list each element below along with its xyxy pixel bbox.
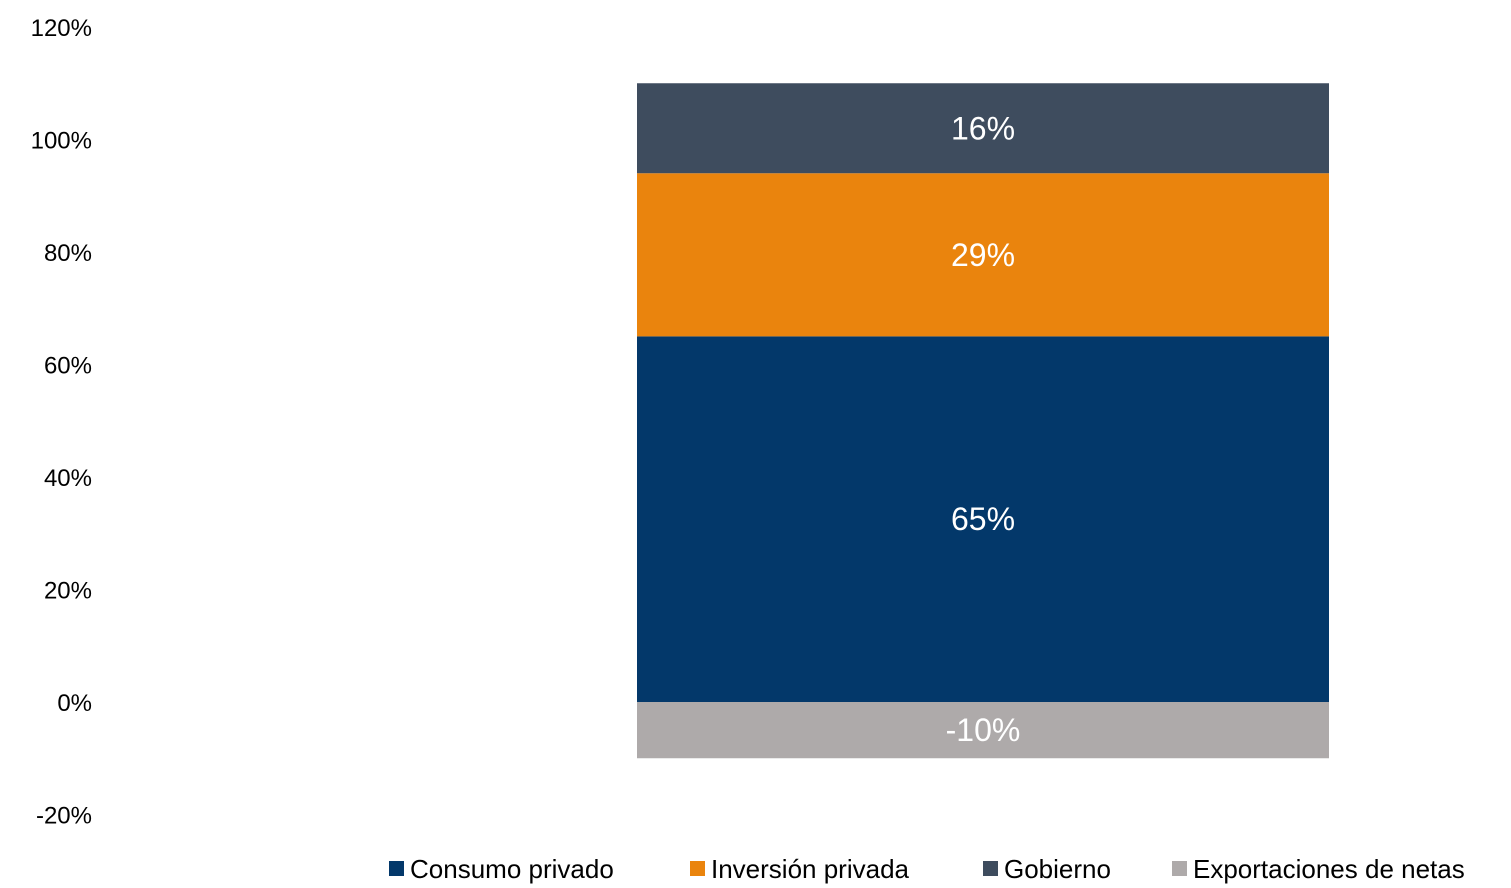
y-tick-label: 120% bbox=[31, 15, 92, 42]
y-tick-label: -20% bbox=[36, 803, 92, 830]
legend-swatch-gobierno bbox=[983, 861, 998, 876]
y-tick-label: 20% bbox=[44, 578, 92, 605]
legend-label-gobierno: Gobierno bbox=[1004, 854, 1111, 884]
legend-swatch-consumo-privado bbox=[389, 861, 404, 876]
y-tick-label: 80% bbox=[44, 240, 92, 267]
y-axis: -20% 0% 20% 40% 60% 80% 100% 120% bbox=[31, 15, 92, 830]
legend-swatch-exportaciones-de-netas bbox=[1172, 861, 1187, 876]
legend-label-consumo-privado: Consumo privado bbox=[410, 854, 614, 884]
data-label-exportaciones-de-netas: -10% bbox=[946, 712, 1021, 748]
y-tick-label: 60% bbox=[44, 353, 92, 380]
data-labels: 65% 29% 16% -10% bbox=[946, 110, 1021, 748]
data-label-gobierno: 16% bbox=[951, 110, 1015, 146]
y-tick-label: 100% bbox=[31, 128, 92, 155]
legend-swatch-inversion-privada bbox=[690, 861, 705, 876]
bar-segment-exportaciones-de-netas bbox=[637, 702, 1329, 759]
y-tick-label: 0% bbox=[57, 690, 92, 717]
bar-stack bbox=[637, 83, 1329, 759]
legend: Consumo privado Inversión privada Gobierno… bbox=[389, 854, 1465, 884]
data-label-consumo-privado: 65% bbox=[951, 501, 1015, 537]
bar-segment-inversion-privada bbox=[637, 173, 1329, 337]
legend-label-exportaciones-de-netas: Exportaciones de netas bbox=[1193, 854, 1465, 884]
bar-segment-gobierno bbox=[637, 83, 1329, 174]
data-label-inversion-privada: 29% bbox=[951, 237, 1015, 273]
bar-segment-consumo-privado bbox=[637, 336, 1329, 702]
legend-label-inversion-privada: Inversión privada bbox=[711, 854, 910, 884]
y-tick-label: 40% bbox=[44, 465, 92, 492]
